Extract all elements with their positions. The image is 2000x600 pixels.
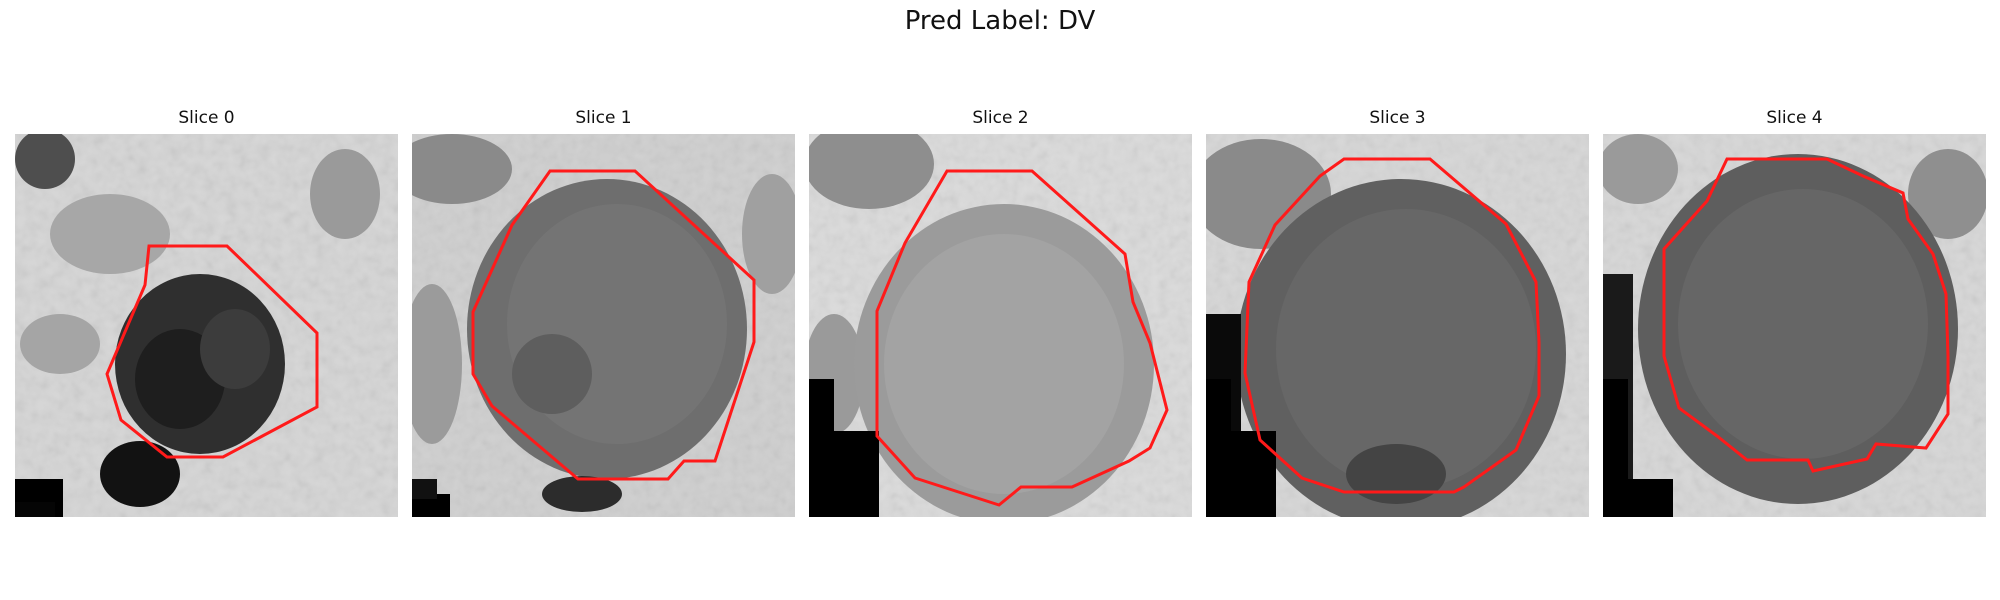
figure-title: Pred Label: DV [904, 6, 1096, 36]
slice-title-2: Slice 2 [972, 108, 1029, 128]
slice-title-4: Slice 4 [1766, 108, 1823, 128]
slice-title-3: Slice 3 [1369, 108, 1426, 128]
slice-image-2 [809, 134, 1192, 517]
slice-title-1: Slice 1 [575, 108, 632, 128]
slice-image-0 [15, 134, 398, 517]
slice-image-1 [412, 134, 795, 517]
slice-title-0: Slice 0 [178, 108, 235, 128]
slice-image-3 [1206, 134, 1589, 517]
slice-image-4 [1603, 134, 1986, 517]
